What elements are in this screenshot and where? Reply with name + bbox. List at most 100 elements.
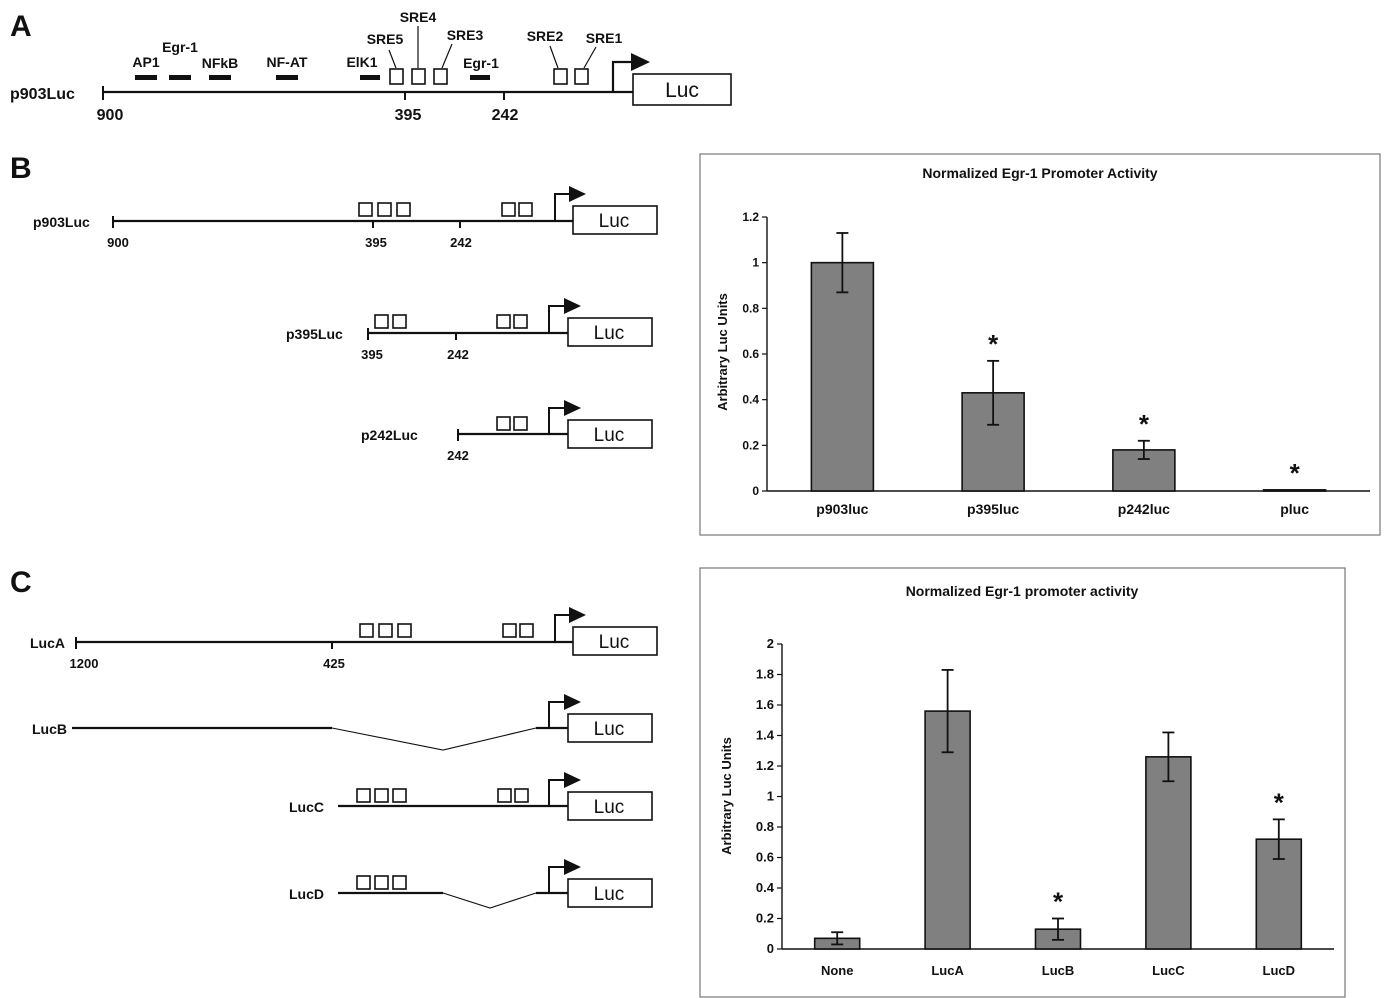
sre3-box [433,68,448,85]
sre-box [377,202,392,217]
p242luc-label: p242Luc [361,427,418,443]
y-tick-label: 0.4 [742,393,759,407]
site-label-nfkb: NFkB [202,55,239,71]
chart-b-frame [699,153,1381,536]
x-tick-label: p242luc [1118,501,1170,517]
bar [1145,756,1192,950]
lucc-label: LucC [289,799,324,815]
luc-label: Luc [594,719,625,740]
site-label-egr1b: Egr-1 [463,55,499,71]
coord-1200: 1200 [70,656,99,671]
sre-box [397,623,412,638]
coord-395: 395 [361,347,383,362]
sre-box [392,875,407,890]
sre-box [356,788,371,803]
sre4-box [411,68,426,85]
x-tick-label: LucC [1152,963,1185,978]
bar [810,261,875,492]
panel-b-letter: B [10,152,32,185]
luc-label: Luc [594,323,625,344]
sre-box [496,416,511,431]
y-tick-label: 1.2 [756,758,774,773]
y-tick-label: 1.4 [756,728,775,743]
significance-marker: * [988,329,999,359]
luc-label: Luc [594,884,625,905]
sre-box [392,314,407,329]
chart-c: Normalized Egr-1 promoter activity Arbit… [699,567,1346,998]
chart-b-title: Normalized Egr-1 Promoter Activity [922,165,1157,181]
y-tick-label: 0.8 [742,301,759,315]
x-tick-label: LucD [1263,963,1296,978]
x-tick-label: p395luc [967,501,1019,517]
significance-marker: * [1053,887,1064,917]
site-label-ap1: AP1 [132,54,159,70]
luc-box [567,419,653,449]
site-label-egr1: Egr-1 [162,39,198,55]
sre2-box [553,68,568,85]
sre5-box [389,68,404,85]
luc-label: Luc [665,79,699,102]
sre-box [513,416,528,431]
sre-box [374,314,389,329]
y-tick-label: 0 [767,941,774,956]
panel-a-coord-395: 395 [395,107,422,124]
panel-a: A p903Luc 900 395 242 AP1 Egr-1 NFkB NF-… [10,9,732,124]
sre-box [514,788,529,803]
y-tick-label: 0.6 [756,850,774,865]
site-nfat-mark [276,75,298,80]
sre-box [518,202,533,217]
sre-box [374,788,389,803]
tss-arrow-icon [564,772,581,788]
sre1-box [574,68,589,85]
sre-box [374,875,389,890]
coord-242: 242 [447,347,469,362]
panel-a-construct-label: p903Luc [10,86,75,103]
site-label-sre2: SRE2 [527,28,564,44]
site-label-elk1: ElK1 [346,54,377,70]
coord-900: 900 [107,235,129,250]
y-tick-label: 0.2 [756,911,774,926]
luc-box [567,878,653,908]
sre-box [501,202,516,217]
luca-label: LucA [30,635,65,651]
luc-box [572,626,658,656]
sre-box [359,623,374,638]
lucd-label: LucD [289,886,324,902]
site-label-nfat: NF-AT [267,54,308,70]
coord-395: 395 [365,235,387,250]
tss-arrow-icon [564,400,581,416]
tss-arrow-icon [569,607,586,623]
site-ap1-mark [135,75,157,80]
site-egr1b-mark [470,75,490,80]
coord-425: 425 [323,656,345,671]
chart-c-marks: 0 0.2 0.4 0.6 0.8 1 1.2 1.4 1.6 1.8 2 None LucA * LucB… [756,636,1334,978]
chart-b: Normalized Egr-1 Promoter Activity Arbit… [699,153,1381,536]
luc-label: Luc [599,632,630,653]
chart-c-title: Normalized Egr-1 promoter activity [906,583,1139,599]
luc-box [567,317,653,347]
site-label-sre4: SRE4 [400,9,437,25]
sre-box [392,788,407,803]
p903luc-label: p903Luc [33,214,90,230]
x-tick-label: LucB [1042,963,1075,978]
panel-a-letter: A [10,10,32,43]
luc-box [567,713,653,743]
y-tick-label: 1 [752,256,759,270]
y-tick-label: 1.6 [756,697,774,712]
y-tick-label: 1.8 [756,667,774,682]
x-tick-label: pluc [1280,501,1309,517]
y-tick-label: 0.4 [756,880,775,895]
y-tick-label: 0.2 [742,438,759,452]
y-tick-label: 0.6 [742,347,759,361]
sre-box [513,314,528,329]
sre-box [519,623,534,638]
luc-box [632,73,732,106]
chart-c-ylabel: Arbitrary Luc Units [719,737,734,855]
site-nfkb-mark [209,75,231,80]
tss-arrow-icon [631,53,650,71]
significance-marker: * [1290,458,1301,488]
chart-b-marks: 0 0.2 0.4 0.6 0.8 1 1.2 p903luc * p395luc * p242luc… [742,210,1370,517]
luc-label: Luc [599,211,630,232]
tss-arrow-icon [569,186,586,202]
